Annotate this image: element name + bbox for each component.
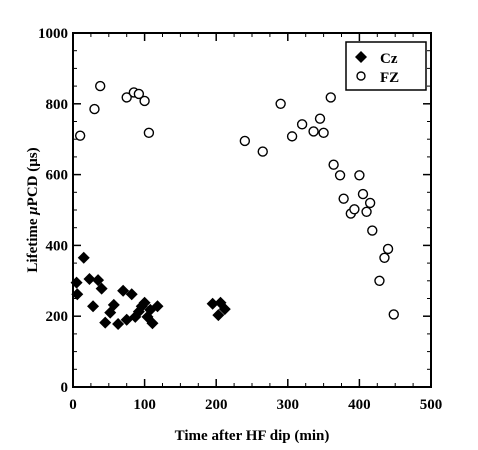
y-tick-label: 800: [46, 97, 69, 113]
x-tick-label: 100: [133, 397, 156, 413]
point-cz: [125, 288, 138, 301]
y-tick-label: 1000: [38, 26, 68, 42]
point-cz: [71, 288, 84, 301]
point-fz: [382, 243, 394, 255]
point-cz: [112, 317, 125, 330]
point-cz: [151, 300, 164, 313]
y-axis-title: Lifetime μPCD (μs): [25, 147, 41, 272]
point-fz: [379, 252, 390, 263]
point-fz: [74, 130, 86, 141]
point-cz: [87, 300, 100, 313]
point-cz: [92, 274, 105, 287]
point-fz: [275, 98, 286, 110]
point-fz: [314, 113, 326, 124]
point-fz: [349, 204, 360, 215]
y-tick-label: 0: [61, 380, 69, 396]
point-fz: [334, 170, 346, 181]
point-fz: [364, 197, 376, 209]
x-axis-title: Time after HF dip (min): [175, 428, 330, 444]
point-fz: [121, 92, 132, 103]
point-fz: [286, 131, 298, 142]
point-cz: [70, 276, 83, 289]
point-fz: [239, 135, 251, 147]
point-fz: [139, 95, 150, 107]
y-tick-label: 400: [46, 238, 69, 254]
point-fz: [354, 170, 365, 181]
point-cz: [83, 273, 96, 286]
legend: Cz FZ: [345, 41, 427, 91]
y-tick-labels: 0 200 400 600 800 1000: [38, 26, 68, 396]
legend-cz-marker: [355, 51, 367, 63]
point-cz: [99, 316, 112, 329]
point-cz: [206, 297, 219, 310]
point-fz: [357, 188, 369, 200]
point-fz: [361, 206, 372, 217]
point-fz: [318, 127, 329, 139]
x-tick-label: 500: [420, 397, 443, 413]
point-fz: [308, 126, 319, 137]
point-cz: [117, 284, 130, 297]
point-fz: [328, 159, 339, 170]
legend-fz-label: FZ: [380, 70, 399, 86]
point-fz: [338, 193, 349, 204]
x-tick-label: 400: [348, 397, 371, 413]
legend-box: [345, 41, 427, 91]
legend-cz-label: Cz: [380, 51, 398, 67]
point-cz: [212, 309, 225, 322]
x-tick-label: 200: [205, 397, 228, 413]
point-cz: [107, 298, 120, 311]
point-fz: [388, 309, 399, 320]
point-cz: [138, 296, 151, 309]
point-fz: [89, 103, 100, 115]
point-fz: [325, 92, 336, 103]
point-fz: [374, 275, 385, 286]
point-fz: [367, 225, 378, 236]
x-tick-labels: 0 100 200 300 400 500: [69, 397, 442, 413]
x-tick-label: 0: [69, 397, 77, 413]
data-points: [70, 80, 399, 330]
point-cz: [95, 282, 108, 295]
point-cz: [218, 303, 231, 316]
point-fz: [95, 80, 106, 92]
point-fz: [133, 88, 145, 100]
point-cz: [146, 317, 159, 330]
legend-fz-marker: [356, 71, 366, 81]
point-fz: [296, 119, 308, 130]
x-tick-label: 300: [277, 397, 300, 413]
point-cz: [77, 251, 90, 264]
point-fz: [257, 146, 268, 157]
y-tick-label: 600: [46, 168, 69, 184]
point-fz: [143, 127, 155, 139]
y-tick-label: 200: [46, 309, 69, 325]
axis-ticks: [72, 32, 432, 388]
